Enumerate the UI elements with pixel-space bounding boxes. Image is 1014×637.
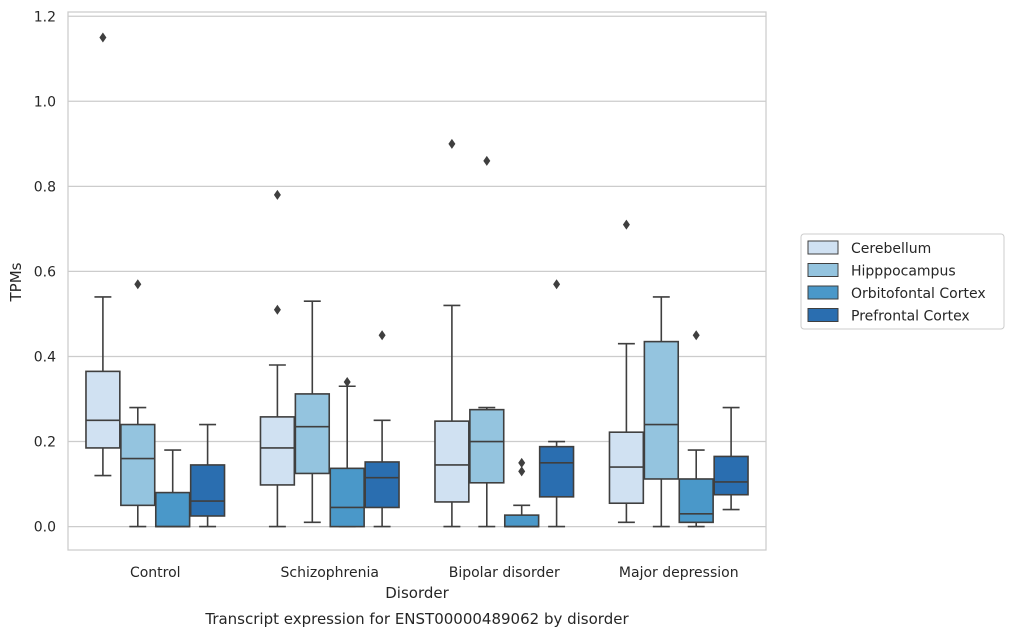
y-tick-label: 1.0 bbox=[34, 94, 56, 110]
box-series bbox=[85, 32, 749, 528]
legend-swatch bbox=[807, 285, 839, 300]
outlier-point bbox=[518, 466, 526, 477]
legend-label: Orbitofontal Cortex bbox=[851, 286, 986, 302]
legend-swatch bbox=[807, 263, 839, 277]
legend: Cerebellum Hipppocampus Orbitofontal Corte… bbox=[800, 233, 1005, 330]
box bbox=[503, 514, 540, 528]
legend-frame bbox=[800, 233, 1005, 330]
outlier-point bbox=[692, 330, 700, 341]
y-axis-ticks: 0.0 0.2 0.4 0.6 0.8 1.0 1.2 bbox=[34, 9, 56, 535]
outlier-point bbox=[553, 279, 561, 290]
series-cerebellum bbox=[85, 32, 645, 528]
box bbox=[643, 340, 680, 480]
box bbox=[364, 461, 400, 509]
outlier-point bbox=[99, 32, 107, 43]
legend-label: Hipppocampus bbox=[851, 264, 956, 280]
box bbox=[189, 464, 226, 517]
outlier-point bbox=[448, 138, 456, 149]
outlier-point bbox=[273, 189, 281, 200]
outlier-point bbox=[622, 219, 630, 230]
outlier-point bbox=[518, 457, 526, 468]
outlier-point bbox=[134, 279, 142, 290]
box bbox=[538, 445, 575, 498]
legend-label: Prefrontal Cortex bbox=[851, 309, 970, 325]
y-tick-label: 0.4 bbox=[34, 349, 56, 365]
x-tick-label: Bipolar disorder bbox=[449, 565, 560, 581]
y-axis-title: TPMs bbox=[7, 262, 25, 302]
x-tick-label: Schizophrenia bbox=[281, 565, 379, 581]
x-axis-title: Disorder bbox=[385, 584, 449, 602]
x-tick-label: Major depression bbox=[619, 565, 739, 581]
outlier-point bbox=[273, 304, 281, 315]
box bbox=[154, 491, 191, 528]
legend-label: Cerebellum bbox=[851, 241, 931, 257]
plot-frame bbox=[67, 11, 767, 551]
outlier-point bbox=[483, 155, 491, 166]
series-hipppocampus bbox=[120, 155, 680, 528]
box bbox=[85, 370, 121, 449]
chart-caption: Transcript expression for ENST0000048906… bbox=[204, 610, 629, 628]
box bbox=[329, 467, 365, 528]
box bbox=[434, 420, 470, 503]
box bbox=[469, 408, 505, 484]
x-axis-ticks: Control Schizophrenia Bipolar disorder Majo… bbox=[130, 565, 739, 581]
box bbox=[678, 478, 714, 524]
series-orbitofontal-cortex bbox=[154, 330, 714, 528]
y-tick-label: 0.8 bbox=[34, 179, 56, 195]
y-tick-label: 0.0 bbox=[34, 520, 56, 536]
outlier-point bbox=[378, 330, 386, 341]
box bbox=[713, 455, 749, 496]
y-tick-label: 1.2 bbox=[34, 9, 56, 25]
y-tick-label: 0.6 bbox=[34, 264, 56, 280]
y-tick-label: 0.2 bbox=[34, 435, 56, 451]
series-prefrontal-cortex bbox=[189, 279, 749, 528]
box bbox=[294, 393, 331, 475]
legend-swatch bbox=[807, 308, 839, 322]
box bbox=[259, 416, 296, 486]
legend-swatch bbox=[807, 240, 839, 255]
box bbox=[120, 423, 156, 507]
outlier-point bbox=[343, 377, 351, 388]
x-tick-label: Control bbox=[130, 565, 181, 581]
